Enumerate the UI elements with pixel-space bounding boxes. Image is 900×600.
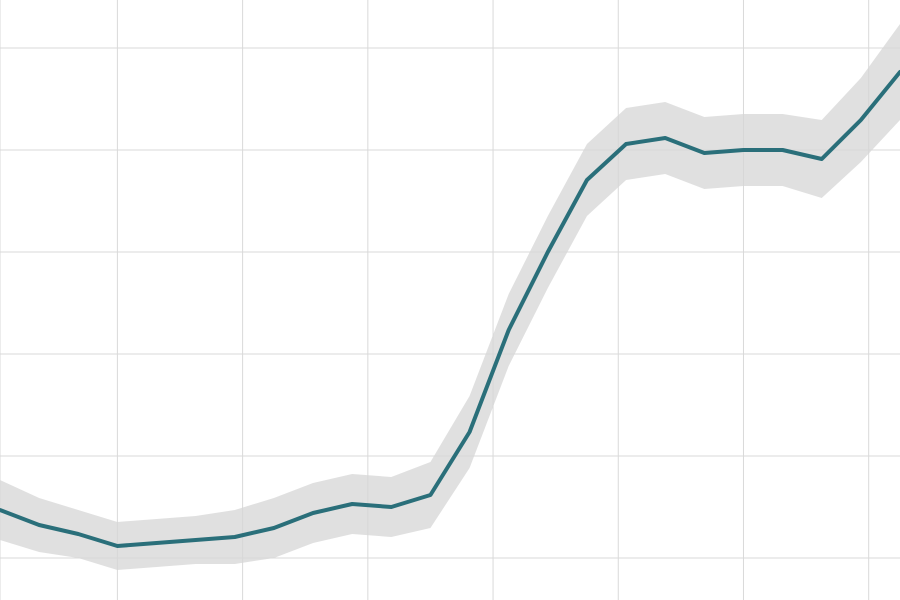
chart-background (0, 0, 900, 600)
line-chart (0, 0, 900, 600)
chart-svg (0, 0, 900, 600)
